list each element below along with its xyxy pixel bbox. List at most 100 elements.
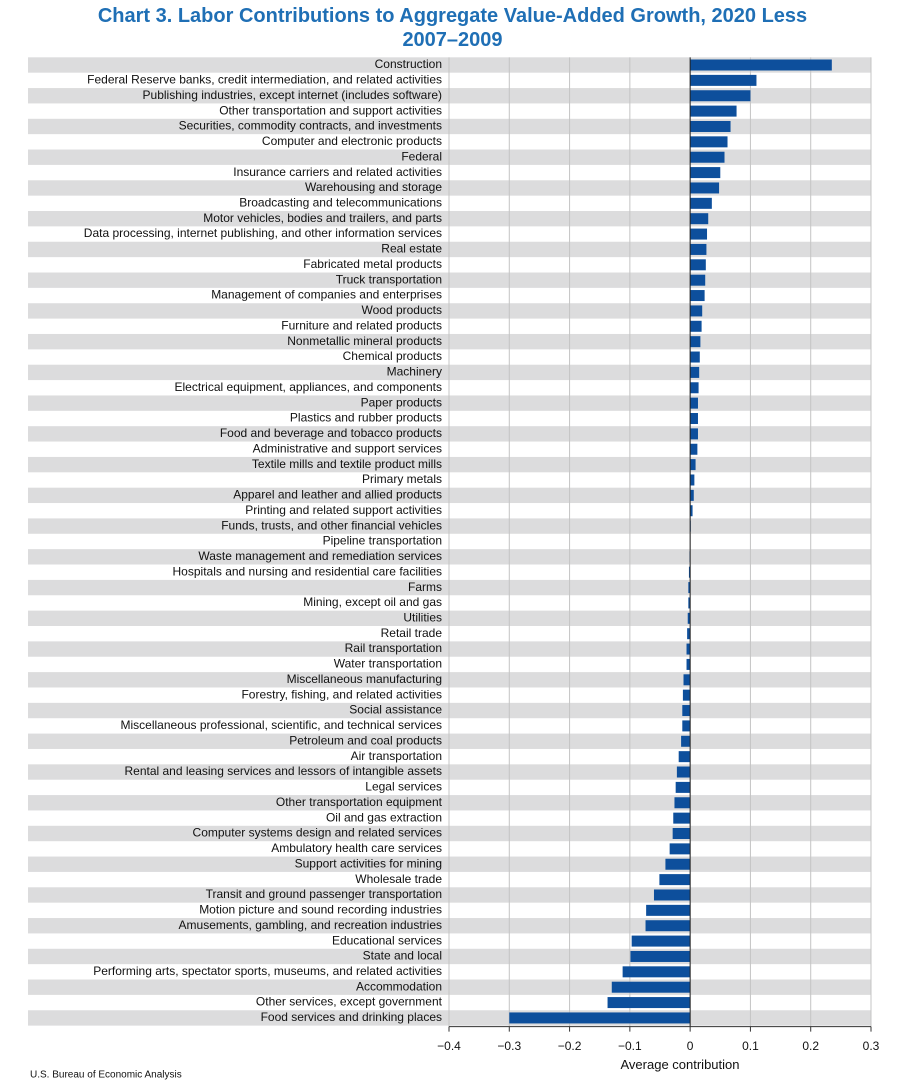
bar: [690, 182, 720, 194]
y-tick-label: Funds, trusts, and other financial vehic…: [221, 518, 442, 532]
y-tick-label: Miscellaneous manufacturing: [287, 672, 442, 686]
y-tick-label: Construction: [375, 57, 442, 71]
x-tick-label: −0.1: [618, 1039, 642, 1053]
bar: [690, 397, 698, 409]
y-tick-label: Insurance carriers and related activitie…: [233, 165, 442, 179]
bar: [669, 843, 691, 855]
y-tick-label: Air transportation: [351, 749, 442, 763]
bar: [690, 505, 693, 517]
y-tick-label: Management of companies and enterprises: [211, 288, 442, 302]
bar: [690, 366, 700, 378]
bar: [683, 674, 691, 686]
y-tick-label: Pipeline transportation: [323, 534, 442, 548]
y-tick-label: Truck transportation: [336, 272, 442, 286]
bar: [631, 935, 691, 947]
bar: [690, 382, 699, 394]
y-tick-label: Water transportation: [334, 657, 442, 671]
bar: [646, 904, 691, 916]
bar: [690, 443, 698, 455]
x-tick-label: −0.4: [437, 1039, 461, 1053]
y-tick-label: Waste management and remediation service…: [198, 549, 442, 563]
x-axis-label: Average contribution: [620, 1057, 739, 1072]
y-tick-label: Real estate: [381, 242, 442, 256]
y-tick-label: Performing arts, spectator sports, museu…: [93, 964, 442, 978]
chart-title: Chart 3. Labor Contributions to Aggregat…: [97, 5, 808, 51]
bar: [686, 658, 691, 670]
x-tick-label: −0.2: [558, 1039, 582, 1053]
bar: [673, 812, 691, 824]
y-tick-label: Utilities: [403, 610, 442, 624]
bar: [690, 320, 702, 332]
y-tick-label: Textile mills and textile product mills: [252, 457, 442, 471]
bar: [687, 628, 691, 640]
y-tick-label: Other transportation and support activit…: [219, 103, 442, 117]
bar: [690, 474, 695, 486]
y-tick-label: Rental and leasing services and lessors …: [124, 764, 442, 778]
y-tick-label: Motion picture and sound recording indus…: [199, 903, 442, 917]
y-tick-label: Food and beverage and tobacco products: [220, 426, 442, 440]
bar: [682, 720, 691, 732]
y-tick-label: Motor vehicles, bodies and trailers, and…: [203, 211, 442, 225]
bar: [681, 735, 691, 747]
bar: [688, 597, 691, 609]
y-tick-label: Food services and drinking places: [261, 1010, 442, 1024]
source-note: U.S. Bureau of Economic Analysis: [30, 1070, 182, 1081]
bar: [688, 582, 691, 594]
y-tick-label: Legal services: [365, 780, 442, 794]
y-tick-label: Broadcasting and telecommunications: [239, 196, 442, 210]
y-tick-label: Farms: [408, 580, 442, 594]
x-tick-label: −0.3: [497, 1039, 521, 1053]
x-tick-label: 0.3: [863, 1039, 880, 1053]
bar: [645, 920, 691, 932]
bar: [611, 981, 691, 993]
bar: [688, 566, 691, 578]
y-tick-label: Fabricated metal products: [303, 257, 442, 271]
bar: [622, 966, 691, 978]
y-tick-label: Amusements, gambling, and recreation ind…: [179, 918, 442, 932]
y-tick-label: Data processing, internet publishing, an…: [84, 226, 442, 240]
bar: [690, 74, 757, 86]
bar: [682, 689, 691, 701]
x-tick-label: 0.1: [742, 1039, 759, 1053]
y-tick-label: Support activities for mining: [295, 856, 442, 870]
bar: [690, 228, 708, 240]
y-tick-label: Primary metals: [362, 472, 442, 486]
bar: [690, 428, 698, 440]
bar: [690, 136, 728, 148]
bar: [678, 751, 691, 763]
bar: [690, 413, 698, 425]
bar: [676, 766, 691, 778]
y-tick-label: Machinery: [387, 365, 442, 379]
bar: [690, 151, 725, 163]
y-tick-label: Nonmetallic mineral products: [287, 334, 442, 348]
bar: [690, 197, 712, 209]
bar: [659, 874, 691, 886]
bar: [607, 997, 691, 1009]
bar: [687, 612, 691, 624]
y-tick-label: Paper products: [361, 395, 442, 409]
bar: [690, 290, 705, 302]
x-tick-label: 0: [687, 1039, 694, 1053]
y-tick-label: Forestry, fishing, and related activitie…: [241, 687, 442, 701]
y-tick-label: Wood products: [362, 303, 443, 317]
y-tick-label: Apparel and leather and allied products: [233, 488, 442, 502]
y-tick-label: Rail transportation: [345, 641, 442, 655]
bar: [690, 351, 700, 363]
bar: [690, 459, 696, 471]
y-tick-label: Securities, commodity contracts, and inv…: [179, 119, 442, 133]
bar: [690, 336, 701, 348]
y-tick-label: State and local: [363, 949, 442, 963]
bar: [690, 213, 709, 225]
y-tick-label: Miscellaneous professional, scientific, …: [121, 718, 443, 732]
bar: [682, 705, 691, 717]
y-tick-label: Educational services: [332, 933, 442, 947]
y-tick-label: Furniture and related products: [281, 318, 442, 332]
y-tick-label: Mining, except oil and gas: [303, 595, 442, 609]
y-tick-label: Oil and gas extraction: [326, 810, 442, 824]
y-tick-label: Plastics and rubber products: [290, 411, 442, 425]
bar: [690, 489, 694, 501]
y-tick-label: Petroleum and coal products: [289, 733, 442, 747]
y-tick-label: Electrical equipment, appliances, and co…: [175, 380, 443, 394]
bar: [630, 950, 691, 962]
